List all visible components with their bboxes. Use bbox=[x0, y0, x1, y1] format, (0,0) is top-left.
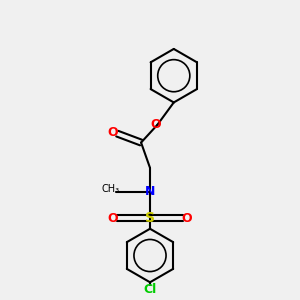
Text: O: O bbox=[107, 212, 118, 225]
Text: O: O bbox=[182, 212, 193, 225]
Text: O: O bbox=[151, 118, 161, 131]
Text: N: N bbox=[145, 185, 155, 198]
Text: S: S bbox=[145, 212, 155, 225]
Text: Cl: Cl bbox=[143, 283, 157, 296]
Text: CH₃: CH₃ bbox=[101, 184, 119, 194]
Text: O: O bbox=[107, 126, 118, 139]
